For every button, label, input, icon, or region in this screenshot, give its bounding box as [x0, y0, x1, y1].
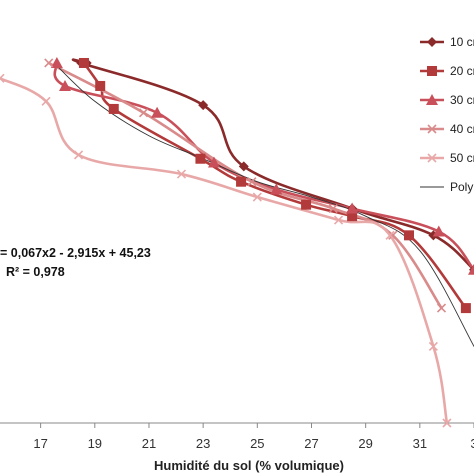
legend-marker — [427, 66, 437, 76]
data-point-20-cm — [108, 103, 119, 114]
data-point-40-cm — [247, 177, 257, 187]
data-point-40-cm — [44, 58, 54, 68]
x-tick-label: 25 — [250, 436, 264, 451]
data-point-50-cm-stroke — [0, 73, 5, 80]
data-point-20-cm — [195, 153, 206, 164]
data-point-40-cm-stroke — [138, 108, 149, 118]
legend-label: 10 cm — [450, 35, 474, 49]
data-point-20-cm — [236, 176, 247, 187]
legend-marker — [426, 94, 438, 105]
data-point-10-cm — [238, 161, 249, 172]
legend-label: Poly — [450, 180, 473, 194]
data-point-10-cm — [198, 100, 209, 111]
data-point-20-cm — [95, 80, 106, 91]
data-point-50-cm-stroke — [176, 169, 187, 179]
data-point-50-cm-stroke — [252, 192, 262, 202]
data-point-20-cm — [78, 57, 89, 68]
data-point-50-cm-stroke — [0, 77, 5, 83]
legend: 10 cm 20 cm 30 cm 40 cm 50 cm Poly — [420, 35, 474, 194]
data-point-50-cm-stroke — [385, 230, 395, 240]
data-point-50-cm — [385, 230, 395, 240]
plot-markers — [0, 56, 474, 428]
legend-item-40-cm: 40 cm — [420, 122, 474, 136]
data-point-50-cm-stroke — [442, 418, 452, 428]
data-point-20-cm — [347, 211, 358, 222]
legend-label: 20 cm — [450, 64, 474, 78]
data-point-50-cm — [334, 215, 344, 225]
trend-equation-text: = 0,067x2 - 2,915x + 45,23 — [0, 246, 151, 260]
data-point-50-cm-stroke — [334, 215, 344, 225]
data-point-30-cm — [151, 106, 164, 118]
legend-marker — [427, 124, 437, 134]
x-axis-title: Humidité du sol (% volumique) — [154, 458, 344, 473]
legend-label: 30 cm — [450, 93, 474, 107]
data-point-20-cm — [301, 199, 312, 210]
legend-item-poly: Poly — [420, 180, 473, 194]
data-point-50-cm — [41, 96, 51, 106]
data-point-50-cm — [428, 341, 438, 351]
x-tick-label: 29 — [358, 436, 372, 451]
series-line-poly — [53, 62, 474, 347]
data-point-30-cm — [207, 156, 220, 168]
legend-item-10-cm: 10 cm — [420, 35, 474, 49]
r-squared-text: R² = 0,978 — [6, 265, 65, 279]
x-ticks: 17 19 21 23 25 27 29 31 3 — [33, 423, 474, 451]
data-point-30-cm — [432, 225, 445, 237]
data-point-40-cm — [328, 203, 338, 214]
legend-marker — [427, 37, 437, 47]
data-point-50-cm-stroke — [428, 341, 438, 351]
data-point-30-cm — [270, 183, 283, 195]
data-point-50-cm-stroke — [41, 96, 51, 106]
x-tick-label: 27 — [304, 436, 318, 451]
x-tick-label: 19 — [88, 436, 102, 451]
legend-marker-stroke — [427, 124, 437, 134]
legend-marker-stroke — [427, 153, 437, 163]
legend-marker — [427, 153, 437, 163]
data-point-40-cm-stroke — [44, 58, 54, 68]
data-point-50-cm — [442, 418, 452, 428]
data-point-50-cm — [252, 192, 262, 202]
data-point-40-cm-stroke — [436, 303, 447, 313]
data-point-40-cm-stroke — [247, 177, 257, 187]
data-point-40-cm — [388, 230, 398, 240]
data-point-40-cm — [138, 108, 149, 118]
x-tick-label: 3 — [470, 436, 474, 451]
legend-item-20-cm: 20 cm — [420, 64, 474, 78]
data-point-50-cm-stroke — [73, 150, 84, 160]
x-tick-label: 31 — [413, 436, 427, 451]
data-point-20-cm — [403, 230, 414, 241]
data-point-20-cm — [460, 303, 471, 314]
x-tick-label: 21 — [142, 436, 156, 451]
data-point-50-cm — [0, 73, 5, 83]
legend-label: 50 cm — [450, 151, 474, 165]
data-point-40-cm-stroke — [328, 203, 338, 214]
data-point-40-cm-stroke — [388, 230, 398, 240]
data-point-30-cm — [59, 79, 72, 91]
legend-label: 40 cm — [450, 122, 474, 136]
data-point-30-cm — [468, 263, 474, 275]
x-tick-label: 23 — [196, 436, 210, 451]
data-point-50-cm — [176, 169, 187, 179]
data-point-30-cm — [50, 56, 63, 68]
legend-item-50-cm: 50 cm — [420, 151, 474, 165]
x-tick-label: 17 — [33, 436, 47, 451]
trend-equation: = 0,067x2 - 2,915x + 45,23 R² = 0,978 — [0, 246, 151, 279]
x-axis: 17 19 21 23 25 27 29 31 3 — [0, 422, 474, 451]
plot-series — [0, 58, 474, 425]
data-point-30-cm — [346, 202, 359, 214]
data-point-40-cm — [436, 303, 447, 313]
data-point-50-cm — [73, 150, 84, 160]
legend-item-30-cm: 30 cm — [420, 93, 474, 107]
